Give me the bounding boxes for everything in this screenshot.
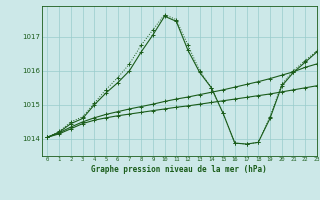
X-axis label: Graphe pression niveau de la mer (hPa): Graphe pression niveau de la mer (hPa) bbox=[91, 165, 267, 174]
